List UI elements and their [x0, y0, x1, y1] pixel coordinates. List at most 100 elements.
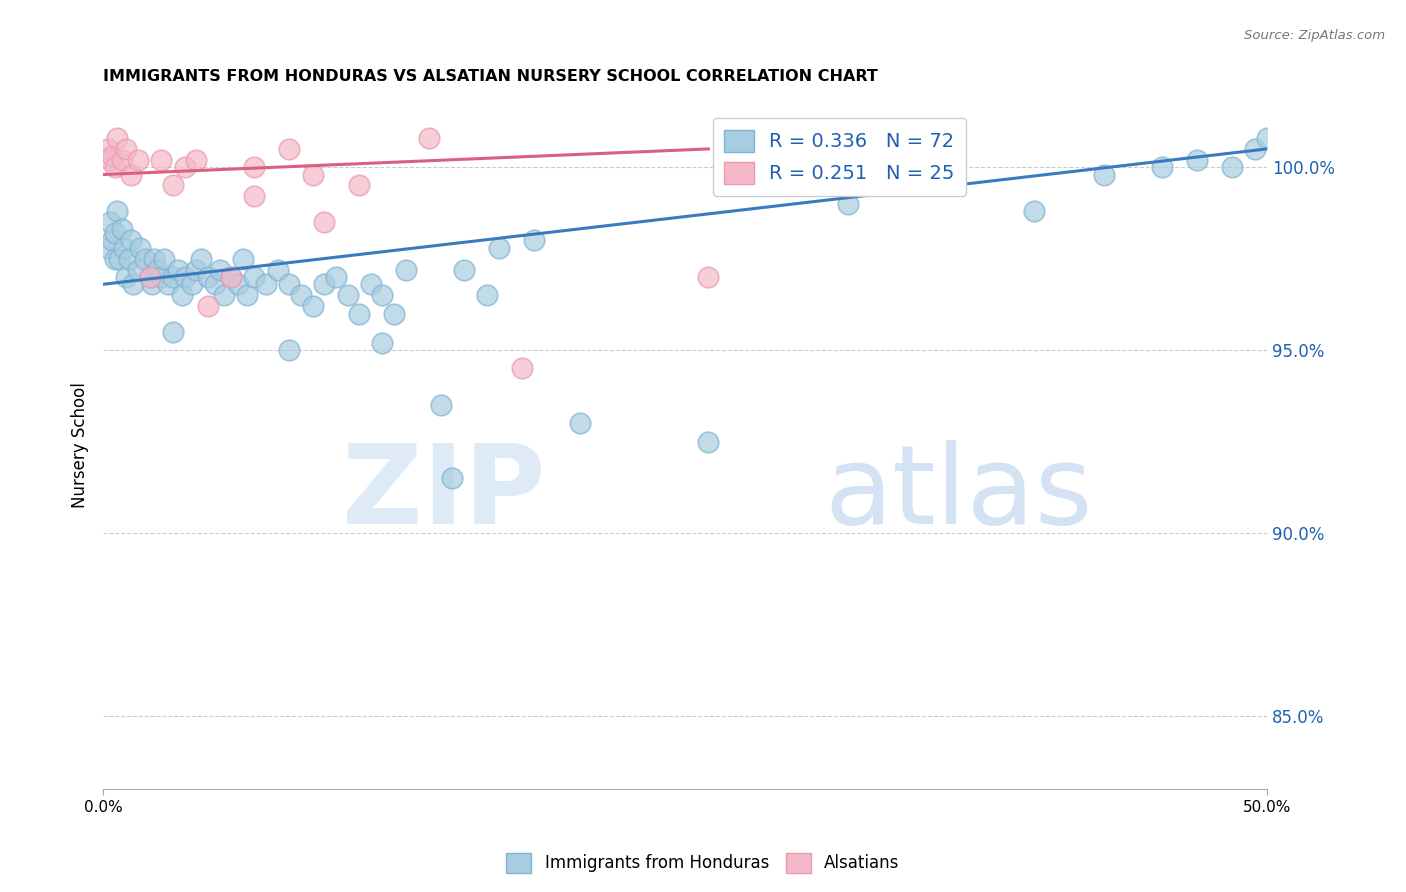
- Point: [278, 343, 301, 358]
- Point: [523, 233, 546, 247]
- Point: [314, 277, 336, 292]
- Point: [347, 178, 370, 193]
- Point: [129, 241, 152, 255]
- Point: [104, 226, 127, 240]
- Point: [134, 252, 156, 266]
- Point: [243, 189, 266, 203]
- Text: atlas: atlas: [825, 440, 1094, 547]
- Point: [172, 288, 194, 302]
- Point: [162, 269, 184, 284]
- Point: [111, 222, 134, 236]
- Legend: R = 0.336   N = 72, R = 0.251   N = 25: R = 0.336 N = 72, R = 0.251 N = 25: [713, 118, 966, 196]
- Point: [101, 233, 124, 247]
- Point: [301, 299, 323, 313]
- Point: [98, 215, 121, 229]
- Point: [212, 288, 235, 302]
- Point: [127, 153, 149, 167]
- Point: [120, 168, 142, 182]
- Point: [371, 288, 394, 302]
- Point: [1152, 160, 1174, 174]
- Point: [208, 262, 231, 277]
- Text: IMMIGRANTS FROM HONDURAS VS ALSATIAN NURSERY SCHOOL CORRELATION CHART: IMMIGRANTS FROM HONDURAS VS ALSATIAN NUR…: [103, 69, 877, 84]
- Point: [453, 262, 475, 277]
- Point: [1024, 204, 1046, 219]
- Point: [150, 269, 173, 284]
- Point: [162, 178, 184, 193]
- Point: [243, 160, 266, 174]
- Point: [1185, 153, 1208, 167]
- Point: [371, 335, 394, 350]
- Point: [104, 252, 127, 266]
- Point: [105, 204, 128, 219]
- Point: [278, 277, 301, 292]
- Point: [101, 149, 124, 163]
- Point: [166, 262, 188, 277]
- Point: [143, 252, 166, 266]
- Point: [418, 131, 440, 145]
- Point: [510, 361, 533, 376]
- Point: [204, 277, 226, 292]
- Y-axis label: Nursery School: Nursery School: [72, 383, 89, 508]
- Point: [488, 241, 510, 255]
- Point: [180, 277, 202, 292]
- Point: [243, 269, 266, 284]
- Point: [173, 269, 195, 284]
- Point: [162, 325, 184, 339]
- Point: [325, 269, 347, 284]
- Point: [111, 153, 134, 167]
- Point: [441, 471, 464, 485]
- Point: [1220, 160, 1243, 174]
- Point: [1244, 142, 1267, 156]
- Point: [97, 241, 120, 255]
- Point: [837, 196, 859, 211]
- Point: [569, 417, 592, 431]
- Point: [278, 142, 301, 156]
- Point: [236, 288, 259, 302]
- Point: [190, 252, 212, 266]
- Point: [232, 252, 254, 266]
- Point: [254, 277, 277, 292]
- Point: [186, 153, 208, 167]
- Point: [1092, 168, 1115, 182]
- Point: [347, 307, 370, 321]
- Point: [395, 262, 418, 277]
- Point: [475, 288, 498, 302]
- Point: [105, 131, 128, 145]
- Point: [697, 434, 720, 449]
- Point: [186, 262, 208, 277]
- Point: [314, 215, 336, 229]
- Point: [115, 269, 138, 284]
- Point: [120, 233, 142, 247]
- Point: [138, 269, 160, 284]
- Point: [197, 269, 219, 284]
- Point: [1256, 131, 1278, 145]
- Point: [108, 252, 131, 266]
- Point: [145, 262, 167, 277]
- Point: [98, 153, 121, 167]
- Text: Source: ZipAtlas.com: Source: ZipAtlas.com: [1244, 29, 1385, 43]
- Point: [150, 153, 173, 167]
- Point: [697, 269, 720, 284]
- Point: [219, 269, 242, 284]
- Point: [152, 252, 174, 266]
- Legend: Immigrants from Honduras, Alsatians: Immigrants from Honduras, Alsatians: [499, 847, 907, 880]
- Point: [336, 288, 359, 302]
- Point: [226, 277, 249, 292]
- Point: [301, 168, 323, 182]
- Point: [104, 160, 127, 174]
- Point: [122, 277, 145, 292]
- Point: [382, 307, 405, 321]
- Point: [97, 142, 120, 156]
- Point: [112, 241, 135, 255]
- Point: [429, 398, 451, 412]
- Point: [115, 142, 138, 156]
- Point: [118, 252, 141, 266]
- Point: [127, 262, 149, 277]
- Point: [360, 277, 382, 292]
- Point: [267, 262, 290, 277]
- Point: [138, 269, 160, 284]
- Point: [197, 299, 219, 313]
- Point: [157, 277, 180, 292]
- Point: [173, 160, 195, 174]
- Text: ZIP: ZIP: [342, 440, 546, 547]
